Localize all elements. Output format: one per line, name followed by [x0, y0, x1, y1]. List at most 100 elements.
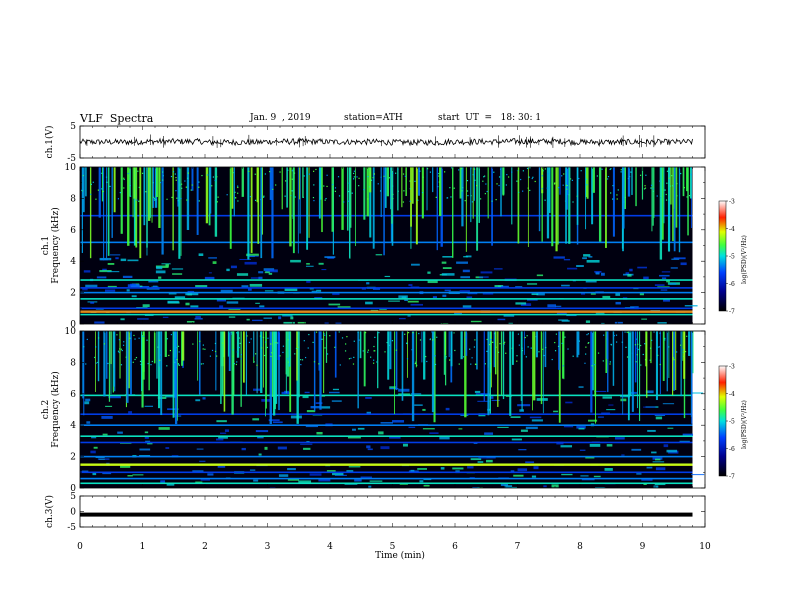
sferic-streak: [436, 167, 438, 251]
spectrogram-cell: [627, 274, 632, 277]
sferic-streak: [686, 167, 689, 192]
sferic-speckle: [201, 174, 203, 177]
sferic-speckle: [528, 176, 530, 178]
sferic-streak: [366, 167, 369, 217]
sferic-speckle: [630, 171, 632, 173]
spectrogram-cell: [662, 403, 675, 405]
sferic-speckle: [255, 353, 257, 355]
sferic-speckle: [275, 342, 277, 344]
spectrogram-cell: [144, 431, 149, 434]
sferic-streak: [346, 167, 349, 231]
spectrogram-cell: [427, 271, 431, 274]
sferic-streak: [177, 167, 179, 207]
sferic-streak: [662, 331, 665, 381]
y-tick-label: 6: [70, 390, 76, 400]
sferic-streak: [172, 167, 174, 251]
sferic-speckle: [417, 199, 419, 201]
sferic-speckle: [672, 357, 674, 359]
sferic-speckle: [85, 363, 87, 365]
spectrogram-cell: [217, 465, 226, 468]
spectrogram-cell: [472, 486, 480, 488]
sferic-speckle: [521, 347, 523, 349]
sferic-speckle: [607, 176, 610, 178]
sferic-speckle: [97, 189, 100, 191]
spectrogram-cell: [192, 470, 204, 473]
spectrogram-cell: [120, 465, 131, 468]
sferic-streak: [106, 167, 108, 259]
sferic-speckle: [609, 168, 611, 171]
sferic-speckle: [272, 188, 274, 190]
sferic-speckle: [522, 170, 524, 172]
sferic-speckle: [323, 333, 325, 335]
sferic-speckle: [232, 355, 234, 357]
sferic-speckle: [129, 184, 131, 187]
spectrogram-cell: [127, 284, 140, 288]
sferic-streak: [142, 331, 145, 380]
spectrogram-cell: [102, 472, 112, 475]
sferic-speckle: [637, 348, 639, 351]
spectrogram-cell: [165, 447, 170, 449]
sferic-speckle: [123, 178, 125, 181]
spectrogram-cell: [654, 414, 666, 416]
sferic-streak: [395, 331, 398, 391]
sferic-speckle: [652, 190, 654, 193]
sferic-speckle: [184, 180, 186, 182]
spectrogram-cell: [398, 295, 408, 298]
sferic-streak: [568, 167, 571, 244]
spectrum-band: [80, 477, 693, 480]
sferic-streak: [687, 167, 689, 236]
y-tick-label: 5: [70, 492, 76, 502]
sferic-speckle: [578, 177, 580, 180]
spectrogram-cell: [297, 321, 306, 324]
spectrogram-cell: [324, 322, 329, 324]
sferic-speckle: [261, 347, 263, 349]
sferic-streak: [487, 167, 489, 219]
sferic-speckle: [471, 201, 474, 203]
sferic-speckle: [680, 172, 682, 175]
spectrogram-cell: [388, 300, 400, 302]
spectrogram-cell: [139, 455, 151, 457]
spectrogram-cell: [669, 283, 677, 285]
sferic-speckle: [445, 357, 447, 359]
sferic-speckle: [175, 176, 177, 179]
spectrogram-cell: [97, 458, 110, 460]
sferic-speckle: [334, 346, 336, 348]
spectrogram-cell: [194, 318, 203, 320]
spectrogram-cell: [411, 263, 420, 266]
sferic-speckle: [202, 363, 204, 365]
sferic-streak: [431, 331, 435, 413]
sferic-streak: [562, 331, 565, 379]
sferic-speckle: [146, 168, 148, 170]
sferic-streak: [325, 331, 328, 363]
sferic-speckle: [386, 341, 388, 344]
spectrogram-cell: [479, 276, 489, 278]
spectrogram-cell: [553, 256, 565, 259]
sferic-speckle: [146, 339, 148, 341]
spectrogram-cell: [501, 285, 509, 289]
sferic-speckle: [293, 172, 296, 174]
sferic-streak: [334, 331, 337, 378]
spectrogram-cell: [264, 446, 268, 450]
sferic-streak: [111, 167, 113, 238]
spectrogram-cell: [244, 261, 257, 265]
sferic-streak: [622, 331, 624, 415]
sferic-speckle: [686, 196, 688, 198]
sferic-speckle: [90, 193, 92, 195]
spectrogram-cell: [272, 421, 283, 424]
sferic-speckle: [262, 336, 265, 339]
sferic-streak: [269, 167, 272, 200]
sferic-speckle: [198, 181, 200, 183]
sferic-streak: [82, 167, 85, 213]
sferic-speckle: [162, 171, 164, 173]
spectrogram-cell: [365, 396, 372, 399]
sferic-speckle: [125, 356, 127, 358]
y-tick-label: 0: [70, 484, 76, 494]
sferic-speckle: [529, 189, 531, 192]
spectrum-band: [80, 435, 693, 437]
sferic-speckle: [486, 350, 488, 352]
sferic-speckle: [202, 344, 204, 346]
colorbar-label: log(PSD)(V²/Hz): [741, 400, 748, 449]
spectrogram-cell: [316, 289, 322, 292]
spectrogram-cell: [379, 308, 387, 310]
spectrogram-cell: [595, 272, 600, 275]
